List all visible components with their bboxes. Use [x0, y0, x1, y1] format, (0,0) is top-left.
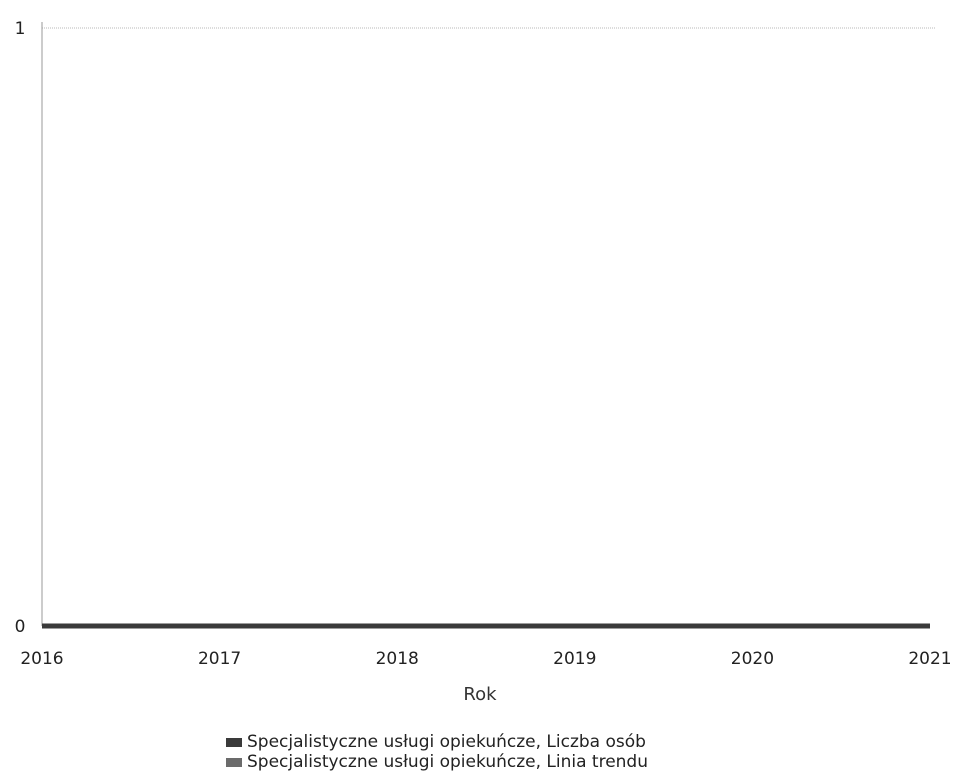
x-axis-ticks: 2016 2017 2018 2019 2020 2021 [20, 649, 951, 669]
y-tick-label: 1 [15, 19, 26, 39]
x-tick-label: 2016 [20, 649, 63, 669]
x-axis-title: Rok [463, 684, 497, 705]
y-axis-ticks: 01 [15, 19, 26, 637]
x-tick-label: 2021 [908, 649, 951, 669]
legend-swatch-count [226, 737, 242, 747]
x-tick-label: 2019 [553, 649, 596, 669]
legend-label-trend: Specjalistyczne usługi opiekuńcze, Linia… [247, 752, 648, 772]
x-tick-label: 2020 [731, 649, 774, 669]
legend-item-count: Specjalistyczne usługi opiekuńcze, Liczb… [226, 732, 648, 752]
y-tick-label: 0 [15, 617, 26, 637]
legend-swatch-trend [226, 757, 242, 767]
legend: Specjalistyczne usługi opiekuńcze, Liczb… [226, 732, 648, 772]
legend-item-trend: Specjalistyczne usługi opiekuńcze, Linia… [226, 752, 648, 772]
x-tick-label: 2018 [376, 649, 419, 669]
legend-label-count: Specjalistyczne usługi opiekuńcze, Liczb… [247, 732, 646, 752]
x-tick-label: 2017 [198, 649, 241, 669]
